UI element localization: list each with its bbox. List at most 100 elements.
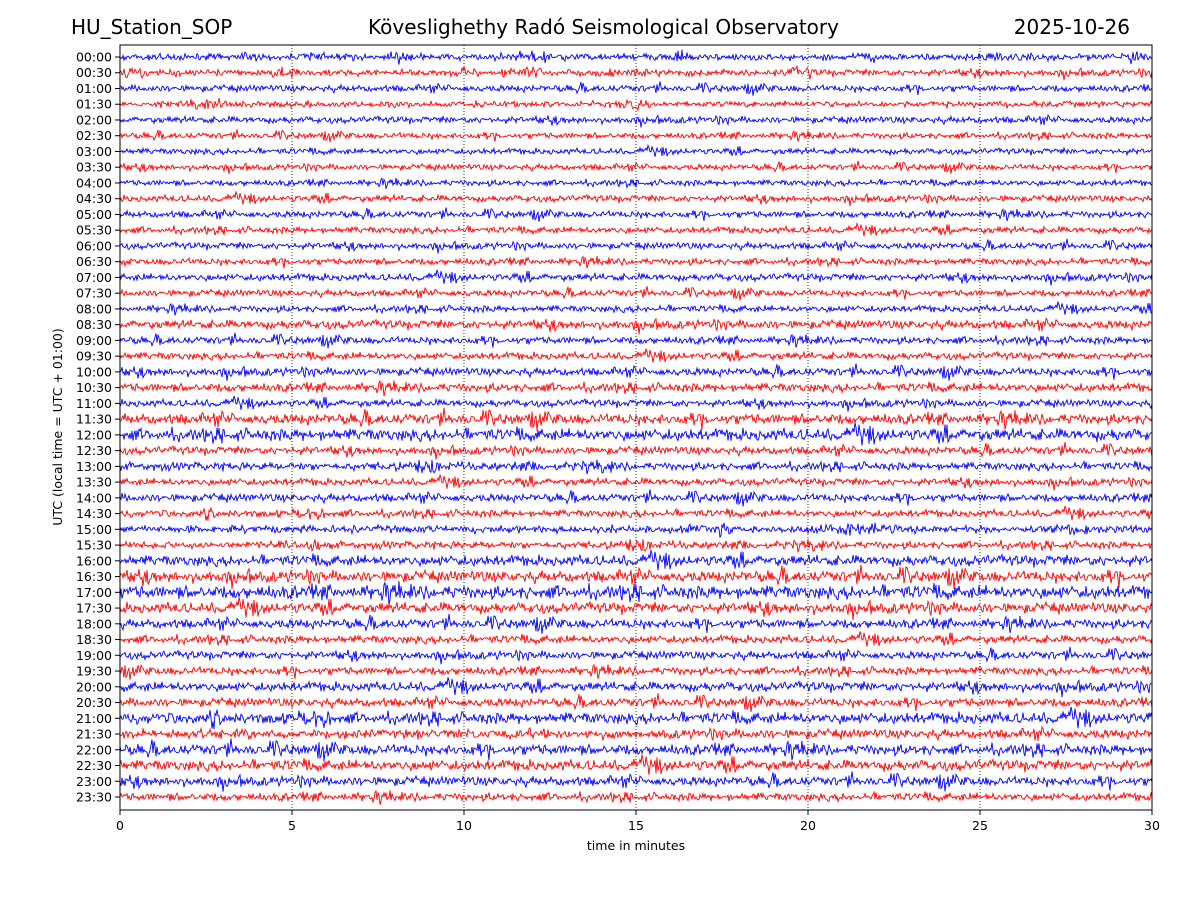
trace-1030 (119, 379, 1153, 397)
trace-2030 (119, 693, 1153, 713)
trace-0400 (119, 177, 1153, 190)
trace-1000 (119, 363, 1153, 381)
y-tick-label: 19:00 (76, 648, 112, 663)
y-tick-label: 14:30 (76, 506, 112, 521)
trace-0900 (119, 332, 1153, 349)
y-tick-label: 13:30 (76, 475, 112, 490)
y-tick-label: 05:30 (76, 223, 112, 238)
y-tick-label: 08:00 (76, 301, 112, 316)
y-tick-label: 17:30 (76, 601, 112, 616)
y-tick-label: 12:30 (76, 443, 112, 458)
trace-0600 (120, 238, 1153, 254)
y-tick-label: 10:00 (76, 364, 112, 379)
y-tick-label: 03:30 (76, 160, 112, 175)
y-tick-label: 15:00 (76, 522, 112, 537)
x-tick-label: 30 (1144, 818, 1160, 833)
trace-0430 (119, 190, 1153, 207)
trace-1230 (119, 442, 1153, 460)
trace-0800 (119, 300, 1153, 316)
trace-0830 (119, 317, 1153, 335)
trace-1700 (119, 581, 1153, 606)
trace-1830 (119, 631, 1153, 647)
y-tick-label: 16:30 (76, 569, 112, 584)
trace-1430 (119, 505, 1153, 521)
x-axis-label: time in minutes (587, 838, 685, 853)
y-tick-label: 05:00 (76, 207, 112, 222)
x-tick-label: 15 (628, 818, 644, 833)
x-tick-label: 20 (800, 818, 816, 833)
y-tick-label: 11:00 (76, 396, 112, 411)
trace-2330 (119, 789, 1153, 805)
y-tick-label: 11:30 (76, 412, 112, 427)
y-tick-label: 18:30 (76, 632, 112, 647)
trace-1130 (119, 407, 1153, 431)
trace-1900 (119, 646, 1153, 665)
y-tick-label: 16:00 (76, 553, 112, 568)
trace-2130 (119, 725, 1153, 742)
y-tick-label: 06:30 (76, 254, 112, 269)
trace-0530 (119, 221, 1153, 237)
y-tick-label: 04:00 (76, 175, 112, 190)
y-tick-label: 07:00 (76, 270, 112, 285)
y-tick-label: 22:00 (76, 742, 112, 757)
trace-0300 (119, 143, 1153, 157)
trace-0100 (119, 81, 1153, 96)
station-name: HU_Station_SOP (71, 15, 233, 39)
trace-2100 (119, 706, 1153, 730)
y-tick-label: 22:30 (76, 758, 112, 773)
y-tick-label: 06:00 (76, 238, 112, 253)
trace-1330 (119, 474, 1153, 491)
trace-1200 (119, 422, 1153, 446)
x-tick-label: 10 (456, 818, 472, 833)
y-tick-label: 09:00 (76, 333, 112, 348)
trace-0630 (119, 255, 1153, 269)
trace-0200 (119, 113, 1153, 128)
trace-0930 (119, 348, 1153, 363)
x-tick-label: 0 (116, 818, 124, 833)
chart-title: Köveslighethy Radó Seismological Observa… (368, 15, 839, 39)
y-tick-label: 20:00 (76, 679, 112, 694)
trace-1500 (119, 522, 1153, 539)
y-tick-label: 15:30 (76, 538, 112, 553)
y-tick-label: 20:30 (76, 695, 112, 710)
y-tick-label: 19:30 (76, 664, 112, 679)
trace-2300 (119, 771, 1153, 792)
trace-1530 (119, 538, 1153, 553)
y-axis-label: UTC (local time = UTC + 01:00) (50, 328, 65, 526)
trace-1630 (119, 564, 1153, 590)
y-tick-label: 00:00 (76, 50, 112, 65)
y-tick-label: 02:00 (76, 112, 112, 127)
trace-2230 (119, 754, 1153, 775)
y-tick-label: 17:00 (76, 585, 112, 600)
trace-0030 (119, 65, 1153, 81)
trace-0230 (119, 129, 1153, 143)
y-tick-label: 08:30 (76, 317, 112, 332)
trace-0130 (119, 98, 1153, 112)
trace-0700 (119, 269, 1153, 286)
y-tick-label: 21:30 (76, 727, 112, 742)
y-tick-label: 03:00 (76, 144, 112, 159)
chart-date: 2025-10-26 (1013, 15, 1130, 39)
trace-2000 (119, 677, 1153, 698)
y-tick-label: 13:00 (76, 459, 112, 474)
trace-1800 (119, 613, 1153, 635)
trace-0000 (119, 49, 1153, 65)
trace-1600 (119, 549, 1153, 571)
y-tick-label: 23:30 (76, 790, 112, 805)
trace-1100 (119, 395, 1153, 412)
trace-1300 (119, 459, 1153, 475)
y-tick-label: 04:30 (76, 191, 112, 206)
trace-0330 (119, 160, 1153, 174)
y-tick-label: 12:00 (76, 427, 112, 442)
x-tick-label: 25 (972, 818, 988, 833)
trace-1730 (119, 597, 1153, 621)
y-tick-label: 10:30 (76, 380, 112, 395)
trace-2200 (119, 738, 1153, 762)
y-tick-label: 00:30 (76, 65, 112, 80)
y-tick-label: 18:00 (76, 616, 112, 631)
trace-0730 (119, 286, 1152, 301)
y-tick-label: 09:30 (76, 349, 112, 364)
trace-1930 (119, 663, 1153, 680)
trace-1400 (119, 489, 1153, 507)
